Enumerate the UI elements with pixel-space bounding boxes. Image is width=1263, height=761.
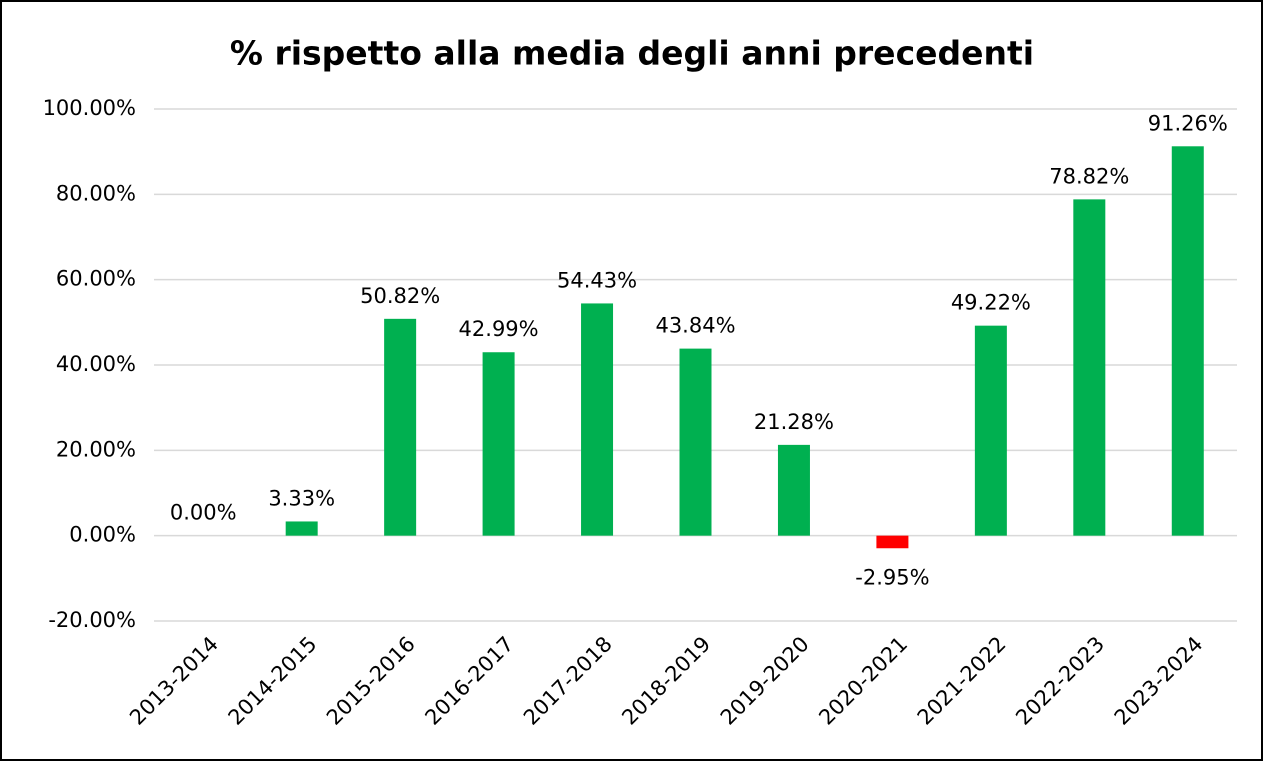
data-label: 50.82% (360, 284, 440, 308)
bar (285, 521, 318, 536)
bar (679, 348, 712, 536)
data-label: 21.28% (754, 410, 834, 434)
data-label: 42.99% (459, 317, 539, 341)
data-label: 3.33% (268, 486, 335, 510)
bar (482, 352, 515, 536)
y-tick-label: 60.00% (56, 267, 136, 291)
data-label: 43.84% (655, 314, 735, 338)
bar (974, 325, 1007, 536)
bar (777, 444, 810, 536)
data-label: -2.95% (855, 565, 929, 589)
y-tick-label: 80.00% (56, 181, 136, 205)
chart-title: % rispetto alla media degli anni precede… (230, 34, 1034, 73)
y-tick-label: 40.00% (56, 352, 136, 376)
y-tick-label: 20.00% (56, 437, 136, 461)
bar (581, 303, 614, 536)
data-label: 91.26% (1148, 111, 1228, 135)
bar (876, 535, 909, 549)
data-label: 54.43% (557, 268, 637, 292)
y-tick-label: -20.00% (48, 608, 136, 632)
data-label: 0.00% (170, 501, 237, 525)
bar (384, 318, 417, 536)
data-label: 78.82% (1049, 164, 1129, 188)
y-tick-label: 100.00% (43, 96, 136, 120)
bar (1073, 199, 1106, 536)
y-tick-label: 0.00% (69, 523, 136, 547)
data-label: 49.22% (951, 291, 1031, 315)
bar (1171, 146, 1204, 536)
